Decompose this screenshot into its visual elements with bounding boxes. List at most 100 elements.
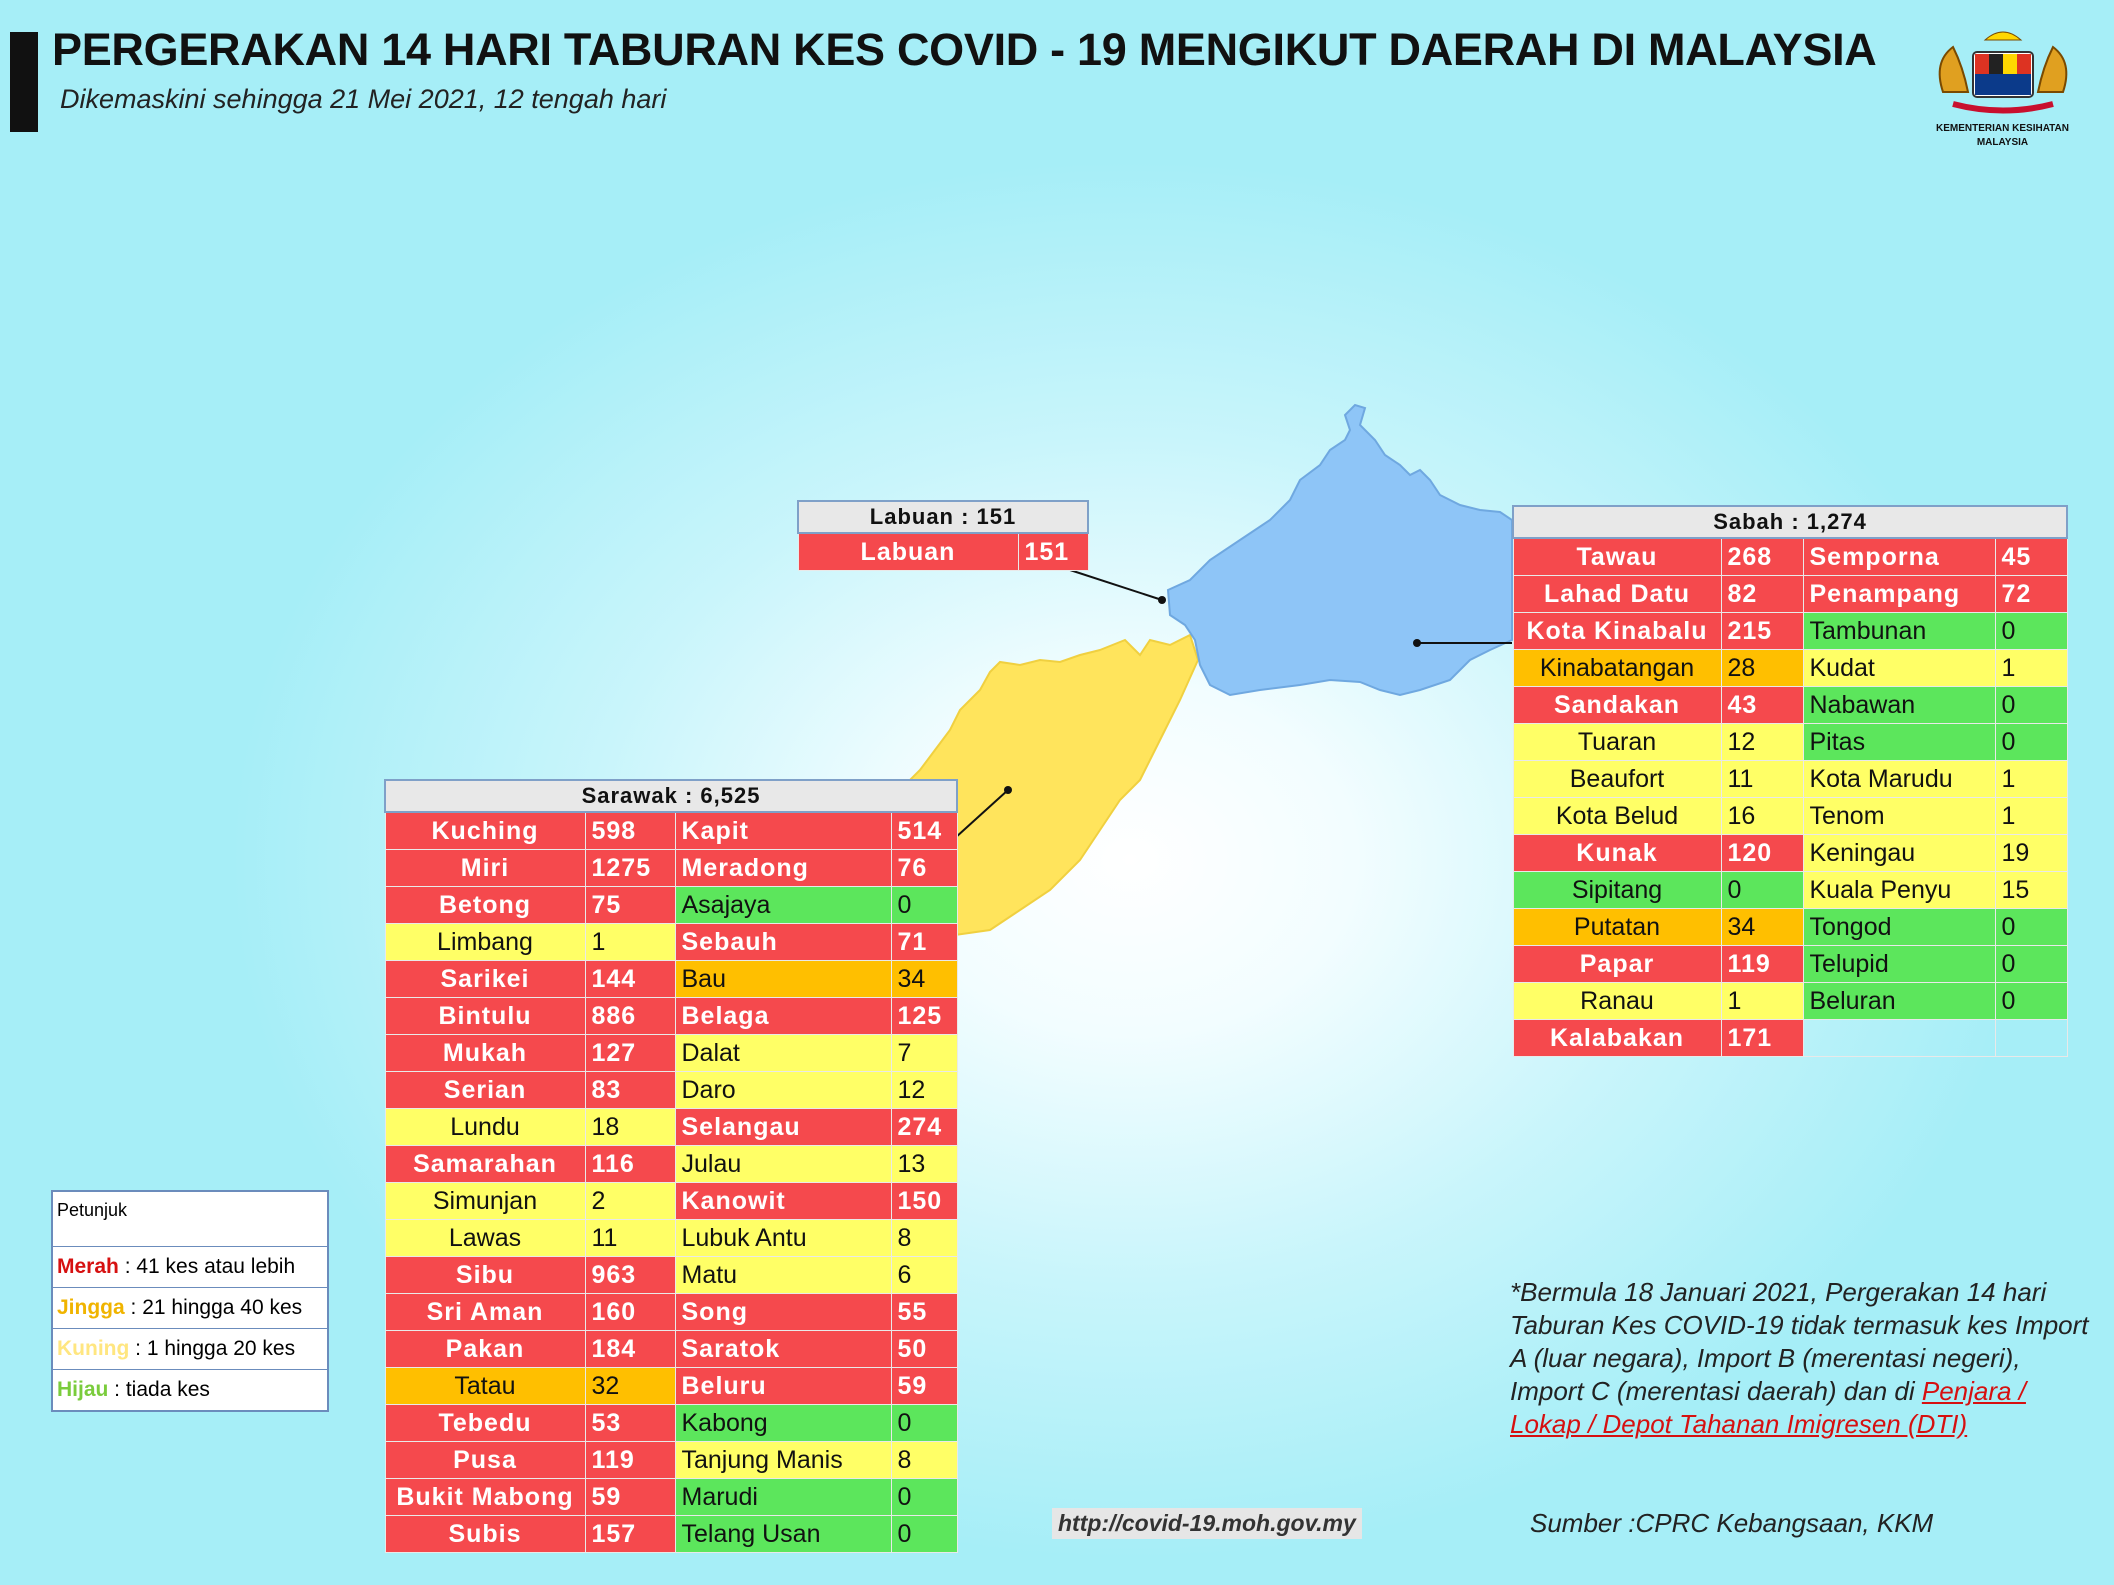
table-row: Simunjan 2 Kanowit 150 — [384, 1182, 958, 1220]
case-count: 12 — [890, 1071, 958, 1109]
district-name: Ranau — [1512, 982, 1722, 1020]
case-count: 0 — [890, 1478, 958, 1516]
labuan-pointer — [1069, 569, 1163, 601]
district-name: Sibu — [384, 1256, 586, 1294]
district-name: Kudat — [1802, 649, 1996, 687]
sarawak-pointer — [954, 789, 1009, 839]
table-row: Beaufort 11 Kota Marudu 1 — [1512, 760, 2068, 798]
logo-org-country: MALAYSIA — [1976, 137, 2029, 148]
table-row: Kota Belud 16 Tenom 1 — [1512, 797, 2068, 835]
district-name: Sarikei — [384, 960, 586, 998]
district-name: Tambunan — [1802, 612, 1996, 650]
case-count: 215 — [1720, 612, 1804, 650]
district-name: Kapit — [674, 811, 892, 850]
case-count: 171 — [1720, 1019, 1804, 1057]
district-name: Putatan — [1512, 908, 1722, 946]
case-count: 0 — [1994, 982, 2068, 1020]
case-count: 184 — [584, 1330, 676, 1368]
district-name: Tenom — [1802, 797, 1996, 835]
district-name: Kanowit — [674, 1182, 892, 1220]
table-row: Lundu 18 Selangau 274 — [384, 1108, 958, 1146]
case-count: 11 — [1720, 760, 1804, 798]
case-count: 75 — [584, 886, 676, 924]
case-count: 8 — [890, 1441, 958, 1479]
district-name: Bukit Mabong — [384, 1478, 586, 1516]
district-name: Sipitang — [1512, 871, 1722, 909]
district-name: Telupid — [1802, 945, 1996, 983]
table-row: Serian 83 Daro 12 — [384, 1071, 958, 1109]
district-name: Matu — [674, 1256, 892, 1294]
case-count: 1 — [1994, 649, 2068, 687]
district-name: Telang Usan — [674, 1515, 892, 1553]
table-row: Ranau 1 Beluran 0 — [1512, 982, 2068, 1020]
legend-key: Jingga — [57, 1296, 125, 1319]
district-name: Samarahan — [384, 1145, 586, 1183]
district-name: Limbang — [384, 923, 586, 961]
district-name: Keningau — [1802, 834, 1996, 872]
table-row: Kinabatangan 28 Kudat 1 — [1512, 649, 2068, 687]
table-row: Lahad Datu 82 Penampang 72 — [1512, 575, 2068, 613]
table-row: Sibu 963 Matu 6 — [384, 1256, 958, 1294]
legend-key: Merah — [57, 1255, 119, 1278]
legend-title: Petunjuk — [57, 1200, 128, 1220]
case-count — [1994, 1019, 2068, 1057]
case-count: 72 — [1994, 575, 2068, 613]
table-row: Limbang 1 Sebauh 71 — [384, 923, 958, 961]
sarawak-table: Sarawak : 6,525 Kuching 598 Kapit 514 Miri 12… — [383, 779, 959, 1553]
case-count: 32 — [584, 1367, 676, 1405]
legend-item-kuning: Kuning : 1 hingga 20 kes — [53, 1328, 327, 1369]
case-count: 34 — [890, 960, 958, 998]
table-row: Lawas 11 Lubuk Antu 8 — [384, 1219, 958, 1257]
case-count: 157 — [584, 1515, 676, 1553]
district-name: Kota Kinabalu — [1512, 612, 1722, 650]
footnote-link[interactable]: Penjara / Lokap / Depot Tahanan Imigrese… — [1510, 1376, 2026, 1439]
labuan-header: Labuan : 151 — [796, 500, 1090, 534]
district-name: Serian — [384, 1071, 586, 1109]
district-name: Betong — [384, 886, 586, 924]
case-count: 268 — [1720, 537, 1804, 576]
case-count: 514 — [890, 811, 958, 850]
district-name: Papar — [1512, 945, 1722, 983]
table-row: Sri Aman 160 Song 55 — [384, 1293, 958, 1331]
district-name: Lawas — [384, 1219, 586, 1257]
source-url-link[interactable]: http://covid-19.moh.gov.my — [1052, 1508, 1362, 1539]
case-count: 1275 — [584, 849, 676, 887]
table-row: Mukah 127 Dalat 7 — [384, 1034, 958, 1072]
district-name: Tebedu — [384, 1404, 586, 1442]
district-name: Beluru — [674, 1367, 892, 1405]
case-count: 13 — [890, 1145, 958, 1183]
table-row: Papar 119 Telupid 0 — [1512, 945, 2068, 983]
labuan-table: Labuan : 151 Labuan 151 — [796, 500, 1090, 571]
case-count: 1 — [1720, 982, 1804, 1020]
district-name — [1802, 1019, 1996, 1057]
district-name: Asajaya — [674, 886, 892, 924]
district-name: Semporna — [1802, 537, 1996, 576]
district-name: Mukah — [384, 1034, 586, 1072]
legend-text: : 1 hingga 20 kes — [129, 1337, 296, 1360]
district-name: Bintulu — [384, 997, 586, 1035]
district-name: Belaga — [674, 997, 892, 1035]
district-name: Kuala Penyu — [1802, 871, 1996, 909]
case-count: 160 — [584, 1293, 676, 1331]
table-row: Kalabakan 171 — [1512, 1019, 2068, 1057]
title-bar-accent — [10, 32, 38, 132]
district-name: Kota Belud — [1512, 797, 1722, 835]
district-name: Marudi — [674, 1478, 892, 1516]
table-row: Pusa 119 Tanjung Manis 8 — [384, 1441, 958, 1479]
district-name: Lahad Datu — [1512, 575, 1722, 613]
district-name: Penampang — [1802, 575, 1996, 613]
table-row: Kota Kinabalu 215 Tambunan 0 — [1512, 612, 2068, 650]
sabah-table: Sabah : 1,274 Tawau 268 Semporna 45 Lahad Da… — [1511, 505, 2069, 1057]
table-row: Sipitang 0 Kuala Penyu 15 — [1512, 871, 2068, 909]
source-credit: Sumber :CPRC Kebangsaan, KKM — [1530, 1508, 1934, 1538]
legend-key: Hijau — [57, 1378, 109, 1401]
case-count: 34 — [1720, 908, 1804, 946]
table-row: Betong 75 Asajaya 0 — [384, 886, 958, 924]
district-name: Sri Aman — [384, 1293, 586, 1331]
case-count: 116 — [584, 1145, 676, 1183]
case-count: 0 — [890, 1404, 958, 1442]
district-name: Kunak — [1512, 834, 1722, 872]
case-count: 6 — [890, 1256, 958, 1294]
district-name: Nabawan — [1802, 686, 1996, 724]
table-row: Sandakan 43 Nabawan 0 — [1512, 686, 2068, 724]
